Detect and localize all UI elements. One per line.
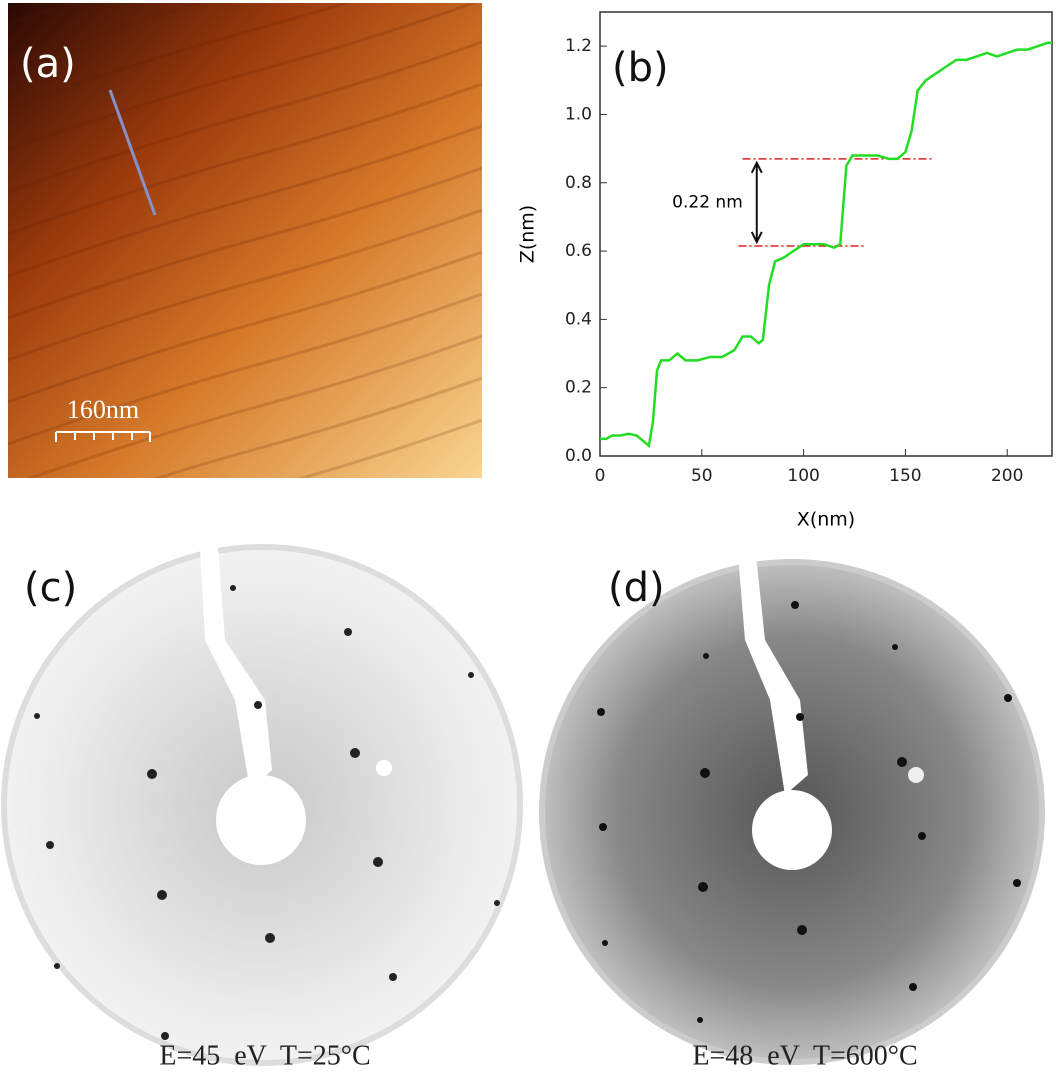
terrace-edge bbox=[8, 3, 206, 68]
scale-bar bbox=[55, 431, 151, 442]
terrace-edge bbox=[8, 124, 482, 278]
diffraction-spot bbox=[468, 672, 474, 678]
diffraction-spot bbox=[918, 832, 926, 840]
diffraction-spot bbox=[897, 757, 907, 767]
arrow bbox=[750, 160, 763, 245]
diffraction-spot bbox=[350, 748, 360, 758]
scale-bar-label: 160nm bbox=[67, 395, 139, 424]
x-tick-label: 200 bbox=[991, 466, 1023, 486]
diffraction-spot bbox=[376, 760, 392, 776]
diffraction-spot bbox=[892, 644, 898, 650]
diffraction-spot bbox=[161, 1032, 169, 1040]
diffraction-spot bbox=[909, 983, 917, 991]
diffraction-spot bbox=[1013, 879, 1021, 887]
diffraction-spot bbox=[147, 769, 157, 779]
diffraction-spot bbox=[602, 940, 608, 946]
diffraction-spot bbox=[797, 925, 807, 935]
electron-gun bbox=[200, 548, 272, 790]
terrace-edge bbox=[8, 82, 482, 236]
x-tick-label: 150 bbox=[889, 466, 921, 486]
x-tick-label: 0 bbox=[595, 466, 606, 486]
x-tick-label: 100 bbox=[787, 466, 819, 486]
y-tick-label: 1.2 bbox=[565, 36, 592, 56]
diffraction-spot bbox=[908, 767, 924, 783]
diffraction-spot bbox=[698, 882, 708, 892]
gun-shield bbox=[752, 790, 832, 870]
terrace-edge bbox=[8, 3, 479, 152]
panel-label: (a) bbox=[20, 41, 76, 87]
y-tick-label: 0.8 bbox=[565, 173, 592, 193]
diffraction-spot bbox=[157, 890, 167, 900]
diffraction-spot bbox=[599, 823, 607, 831]
terrace-edge bbox=[8, 292, 482, 446]
electron-gun bbox=[738, 555, 808, 795]
data-line bbox=[600, 41, 1052, 449]
x-tick-label: 50 bbox=[691, 466, 713, 486]
gun-shield bbox=[216, 775, 306, 865]
diffraction-spot bbox=[697, 1017, 703, 1023]
terrace-edge bbox=[8, 166, 482, 320]
y-tick-label: 1.0 bbox=[565, 104, 592, 124]
y-axis-label: Z(nm) bbox=[517, 205, 539, 263]
diffraction-spot bbox=[373, 857, 383, 867]
x-axis-label: X(nm) bbox=[797, 509, 855, 531]
diffraction-spot bbox=[34, 713, 40, 719]
diffraction-spot bbox=[791, 601, 799, 609]
diffraction-spot bbox=[597, 708, 605, 716]
profile-chart: (b) X(nm) Z(nm) 0.0 0.2 0.4 0.6 0.8 1.0 1.2 0 50… bbox=[517, 11, 1053, 531]
terrace-edge bbox=[26, 334, 482, 478]
terrace-edge bbox=[8, 250, 482, 404]
diffraction-spot bbox=[494, 900, 500, 906]
afm-image bbox=[8, 3, 482, 478]
y-tick-label: 0.0 bbox=[565, 446, 592, 466]
terrace-edge bbox=[8, 208, 482, 362]
diffraction-spot bbox=[230, 585, 236, 591]
diffraction-spot bbox=[700, 768, 710, 778]
terrace-edge bbox=[297, 418, 482, 478]
panel-label: (b) bbox=[612, 45, 669, 91]
diffraction-spot bbox=[796, 713, 804, 721]
diffraction-spot bbox=[389, 973, 397, 981]
caption: E=48 eV T=600°C bbox=[692, 1040, 917, 1071]
diffraction-spot bbox=[46, 841, 54, 849]
diffraction-spot bbox=[265, 933, 275, 943]
annotation: 0.22 nm bbox=[672, 192, 743, 212]
diffraction-spot bbox=[254, 701, 262, 709]
y-tick-label: 0.2 bbox=[565, 378, 592, 398]
terrace-edge bbox=[8, 3, 352, 110]
afm-panel: (a) 160nm bbox=[8, 3, 482, 478]
y-tick-label: 0.6 bbox=[565, 241, 592, 261]
terrace-edge bbox=[152, 376, 482, 478]
panel-label: (d) bbox=[608, 565, 665, 611]
leed-panel: (c) E=45 eV T=25°C bbox=[1, 544, 523, 1071]
leed-panel: (d) E=48 eV T=600°C bbox=[539, 555, 1045, 1071]
terrace-edge bbox=[8, 40, 482, 194]
y-tick-label: 0.4 bbox=[565, 309, 592, 329]
diffraction-spot bbox=[344, 628, 352, 636]
panel-label: (c) bbox=[24, 565, 77, 611]
diffraction-spot bbox=[703, 653, 709, 659]
caption: E=45 eV T=25°C bbox=[159, 1040, 370, 1071]
diffraction-spot bbox=[1004, 694, 1012, 702]
diffraction-spot bbox=[54, 963, 60, 969]
profile-line bbox=[108, 89, 157, 216]
plot-frame bbox=[599, 11, 1053, 457]
